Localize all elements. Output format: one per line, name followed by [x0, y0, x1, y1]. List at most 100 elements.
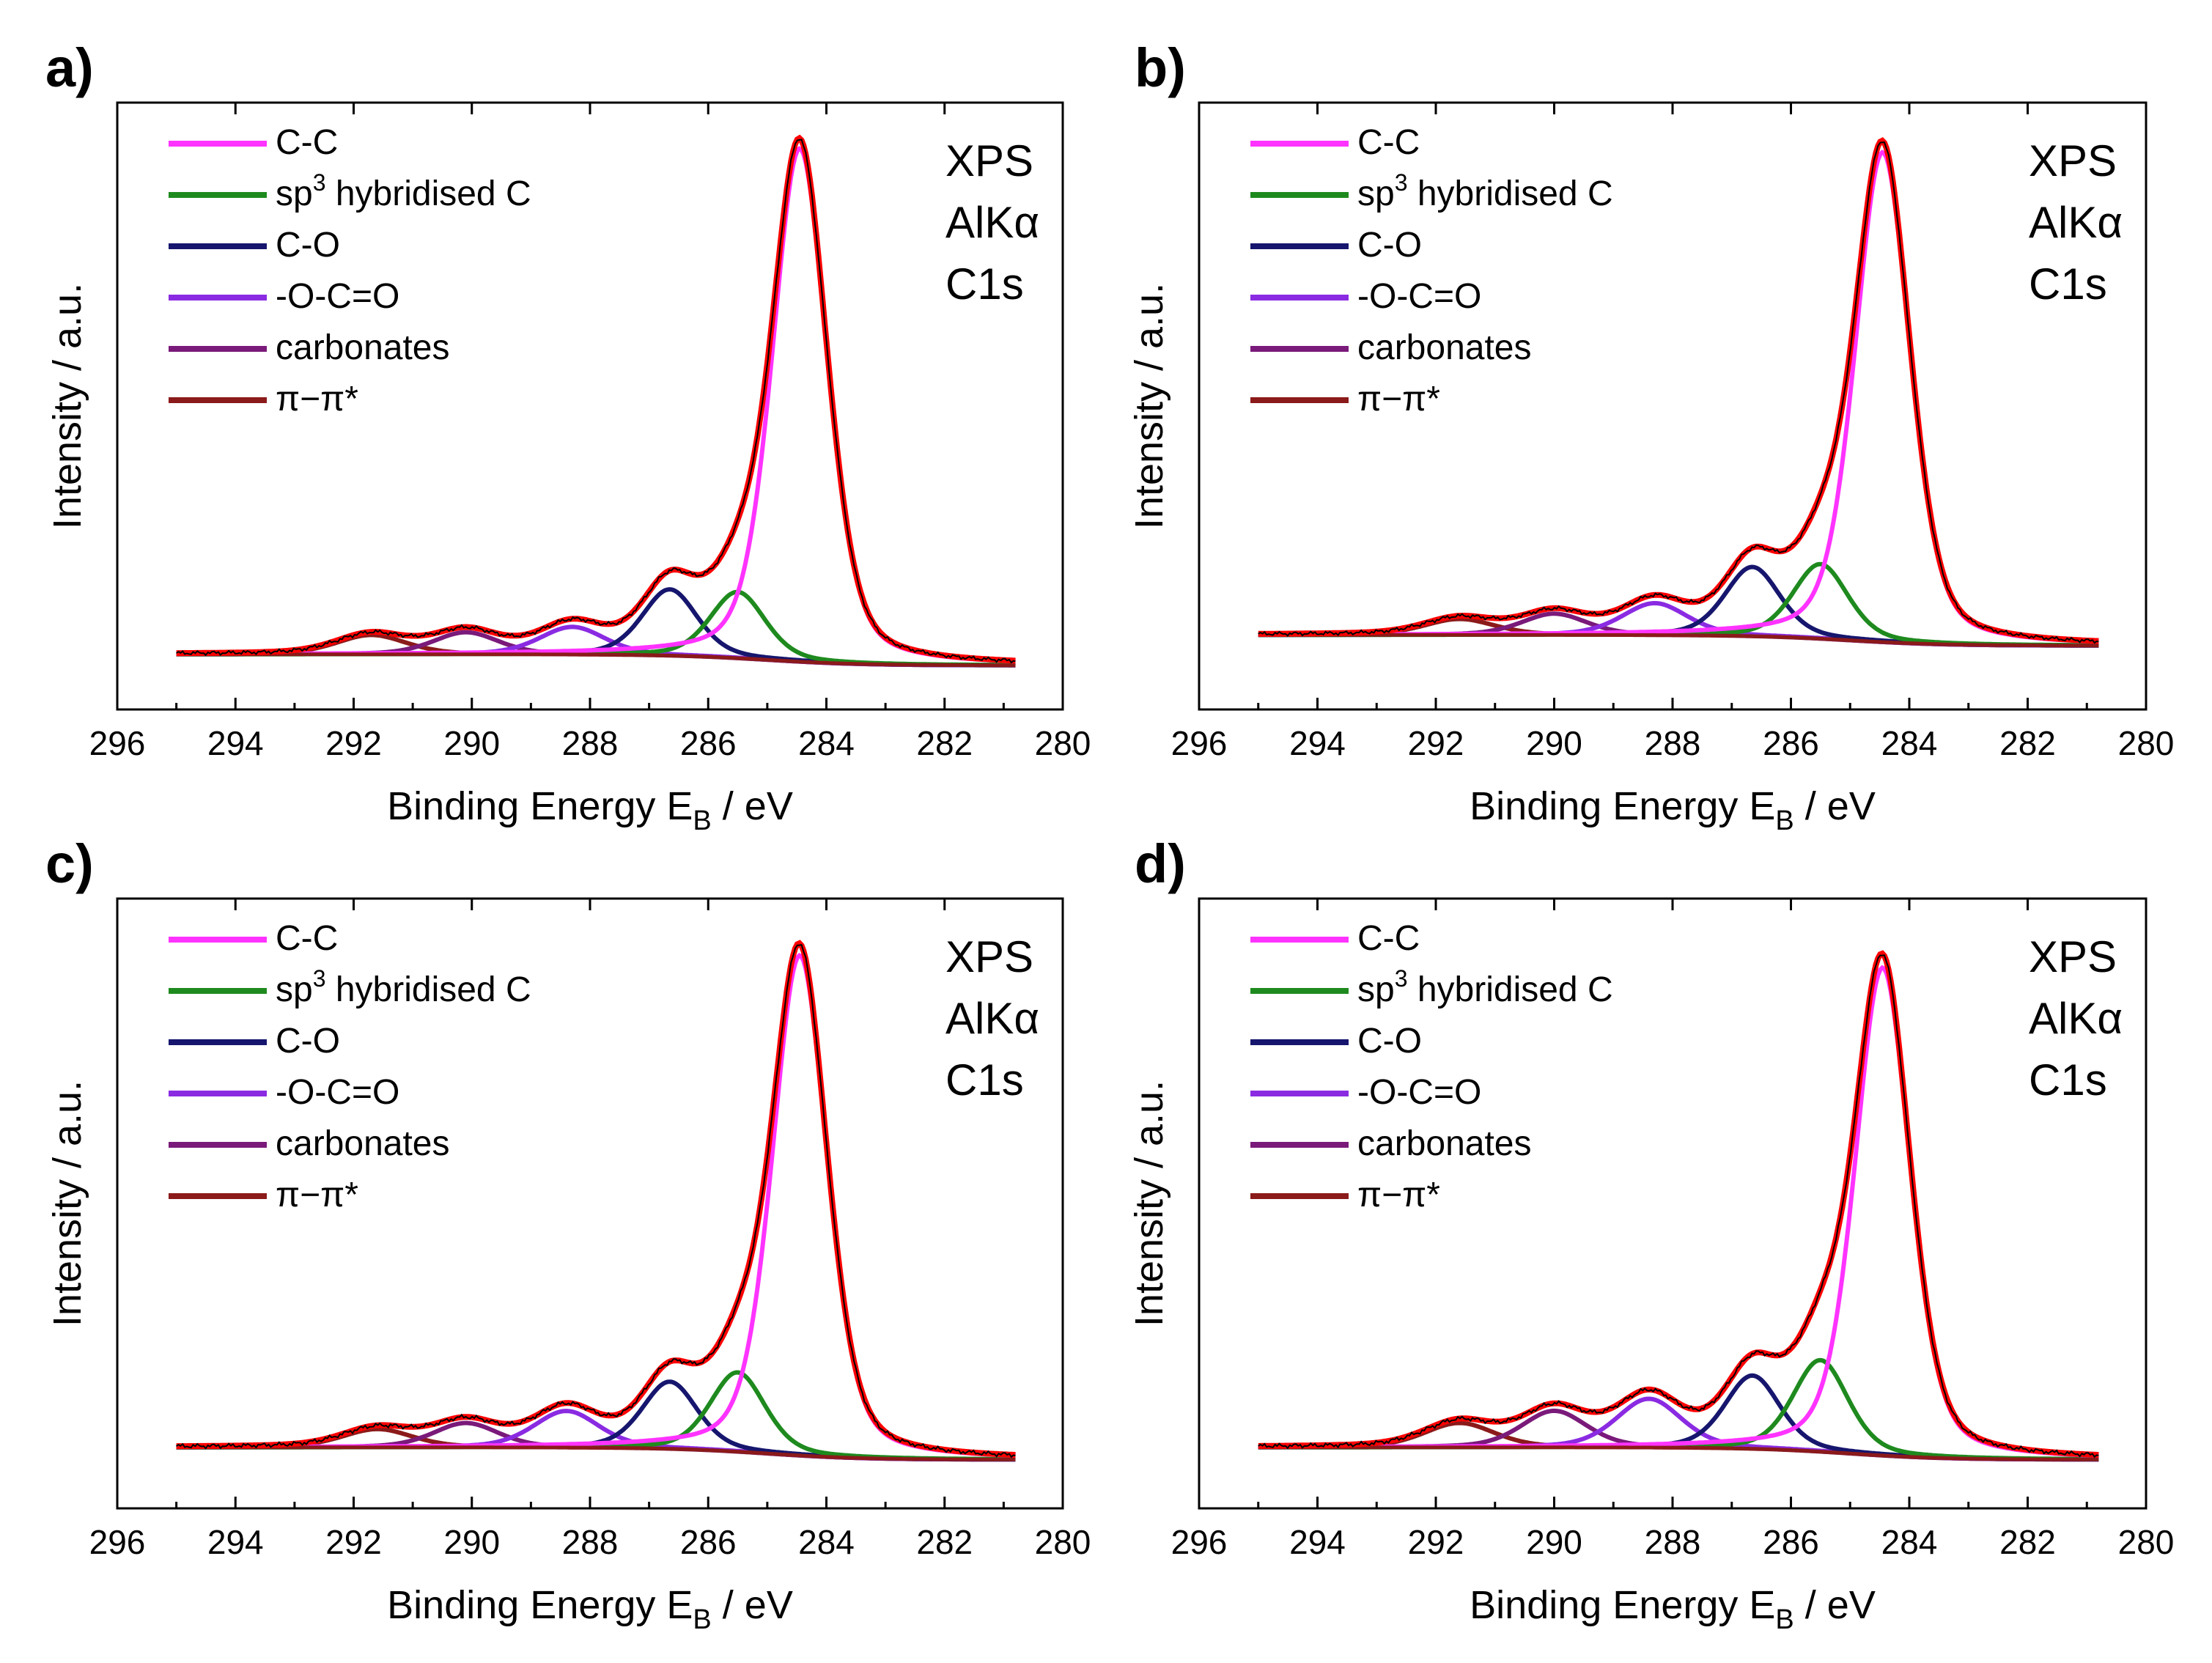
legend-label: -O-C=O	[1357, 277, 1481, 316]
legend-label: sp3 hybridised C	[276, 169, 531, 213]
chart-panel: d) 296 294 292 290 288 286 284 282 280 Binding Ene…	[1127, 833, 2174, 1635]
x-axis-title: Binding Energy EB / eV	[387, 1583, 793, 1635]
legend-label: C-C	[1357, 123, 1420, 162]
measured-data-line	[176, 139, 1016, 664]
x-tick-label: 284	[1881, 1523, 1938, 1561]
x-tick-label: 284	[798, 1523, 855, 1561]
x-tick-label: 282	[1999, 724, 2056, 762]
x-axis-title-subscript: B	[1775, 1604, 1793, 1635]
x-tick-label: 288	[562, 1523, 619, 1561]
x-axis-title-main: Binding Energy E	[387, 1583, 693, 1627]
x-tick-label: 292	[325, 1523, 382, 1561]
baseline-line	[176, 1445, 1016, 1461]
x-tick-label: 286	[1763, 1523, 1819, 1561]
x-tick-label: 282	[916, 1523, 973, 1561]
technique-annotation: AlKα	[2029, 994, 2123, 1043]
legend-label-superscript: 3	[313, 169, 326, 196]
x-axis-title-unit: / eV	[1794, 1583, 1876, 1627]
y-axis-title: Intensity / a.u.	[45, 1080, 89, 1327]
legend-label: sp3 hybridised C	[276, 965, 531, 1009]
y-axis-title: Intensity / a.u.	[1127, 283, 1171, 529]
legend-label-rest: hybridised C	[326, 174, 531, 213]
technique-annotation: XPS	[945, 932, 1033, 981]
technique-annotation: XPS	[945, 136, 1033, 185]
x-axis-title-unit: / eV	[1794, 784, 1876, 828]
x-tick-label: 294	[1289, 1523, 1346, 1561]
legend-label: C-C	[276, 919, 338, 958]
technique-annotation: C1s	[2029, 259, 2107, 309]
legend-label-superscript: 3	[1395, 965, 1408, 992]
x-tick-label: 288	[562, 724, 619, 762]
legend-label: carbonates	[276, 328, 450, 367]
x-axis-title: Binding Energy EB / eV	[387, 784, 793, 836]
plot-area	[1258, 137, 2099, 648]
x-tick-label: 296	[89, 1523, 146, 1561]
x-tick-label: 286	[1763, 724, 1819, 762]
legend-label: sp3 hybridised C	[1357, 965, 1613, 1009]
x-tick-label: 288	[1645, 724, 1701, 762]
x-tick-label: 288	[1645, 1523, 1701, 1561]
x-axis-title-unit: / eV	[712, 784, 793, 828]
legend-label-superscript: 3	[1395, 169, 1408, 196]
legend-label-rest: hybridised C	[1408, 174, 1613, 213]
x-tick-label: 280	[2118, 1523, 2175, 1561]
chart-panel: b) 296 294 292 290 288 286 284 282 280 Binding Ene…	[1127, 37, 2174, 836]
x-axis-title: Binding Energy EB / eV	[1470, 1583, 1876, 1635]
x-tick-label: 292	[1408, 724, 1464, 762]
measured-data-line	[1258, 141, 2099, 644]
legend-label: carbonates	[1357, 1124, 1532, 1163]
x-tick-label: 280	[2118, 724, 2175, 762]
x-axis-title-main: Binding Energy E	[387, 784, 693, 828]
x-tick-label: 284	[1881, 724, 1938, 762]
x-tick-label: 286	[680, 724, 737, 762]
legend-label-main: sp	[276, 970, 313, 1009]
x-tick-label: 286	[680, 1523, 737, 1561]
measured-data-line	[176, 943, 1016, 1459]
x-tick-label: 292	[325, 724, 382, 762]
plot-area	[176, 940, 1016, 1462]
x-tick-label: 292	[1408, 1523, 1464, 1561]
chart-panel: c) 296 294 292 290 288 286 284 282 280 Binding Ene…	[45, 833, 1091, 1635]
legend-label-superscript: 3	[313, 965, 326, 992]
measured-data-line	[1258, 954, 2099, 1459]
x-tick-label: 282	[1999, 1523, 2056, 1561]
x-tick-label: 294	[207, 1523, 264, 1561]
panel-label: b)	[1135, 37, 1186, 98]
legend-label: π−π*	[1357, 380, 1440, 418]
legend-label-main: sp	[1357, 174, 1395, 213]
legend-label: carbonates	[276, 1124, 450, 1163]
x-axis-title-main: Binding Energy E	[1470, 784, 1775, 828]
legend-label: C-O	[276, 1022, 340, 1061]
legend-label: π−π*	[276, 380, 358, 418]
x-tick-label: 294	[1289, 724, 1346, 762]
legend-label: C-O	[276, 226, 340, 265]
series-o-c-o	[176, 624, 1016, 668]
plot-area	[176, 134, 1016, 668]
series-o-c-o	[1258, 1396, 2099, 1462]
legend-label: -O-C=O	[1357, 1073, 1481, 1112]
x-tick-label: 290	[443, 1523, 500, 1561]
x-axis-title-subscript: B	[693, 805, 711, 836]
legend-label: π−π*	[1357, 1176, 1440, 1214]
y-axis-title: Intensity / a.u.	[45, 283, 89, 529]
panel-label: d)	[1135, 833, 1186, 894]
panel-label: c)	[45, 833, 94, 894]
technique-annotation: AlKα	[945, 994, 1039, 1043]
y-axis-title: Intensity / a.u.	[1127, 1080, 1171, 1327]
legend-label-rest: hybridised C	[326, 970, 531, 1009]
legend-label: carbonates	[1357, 328, 1532, 367]
x-tick-label: 284	[798, 724, 855, 762]
x-tick-label: 280	[1035, 724, 1091, 762]
panel-label: a)	[45, 37, 94, 98]
x-tick-label: 282	[916, 724, 973, 762]
x-tick-label: 290	[1526, 1523, 1582, 1561]
technique-annotation: XPS	[2029, 136, 2117, 185]
legend-label: C-O	[1357, 1022, 1422, 1061]
x-axis-title-main: Binding Energy E	[1470, 1583, 1775, 1627]
technique-annotation: C1s	[945, 1055, 1024, 1105]
legend-label-main: sp	[276, 174, 313, 213]
legend-label: π−π*	[276, 1176, 358, 1214]
x-tick-label: 296	[89, 724, 146, 762]
x-axis-title: Binding Energy EB / eV	[1470, 784, 1876, 836]
